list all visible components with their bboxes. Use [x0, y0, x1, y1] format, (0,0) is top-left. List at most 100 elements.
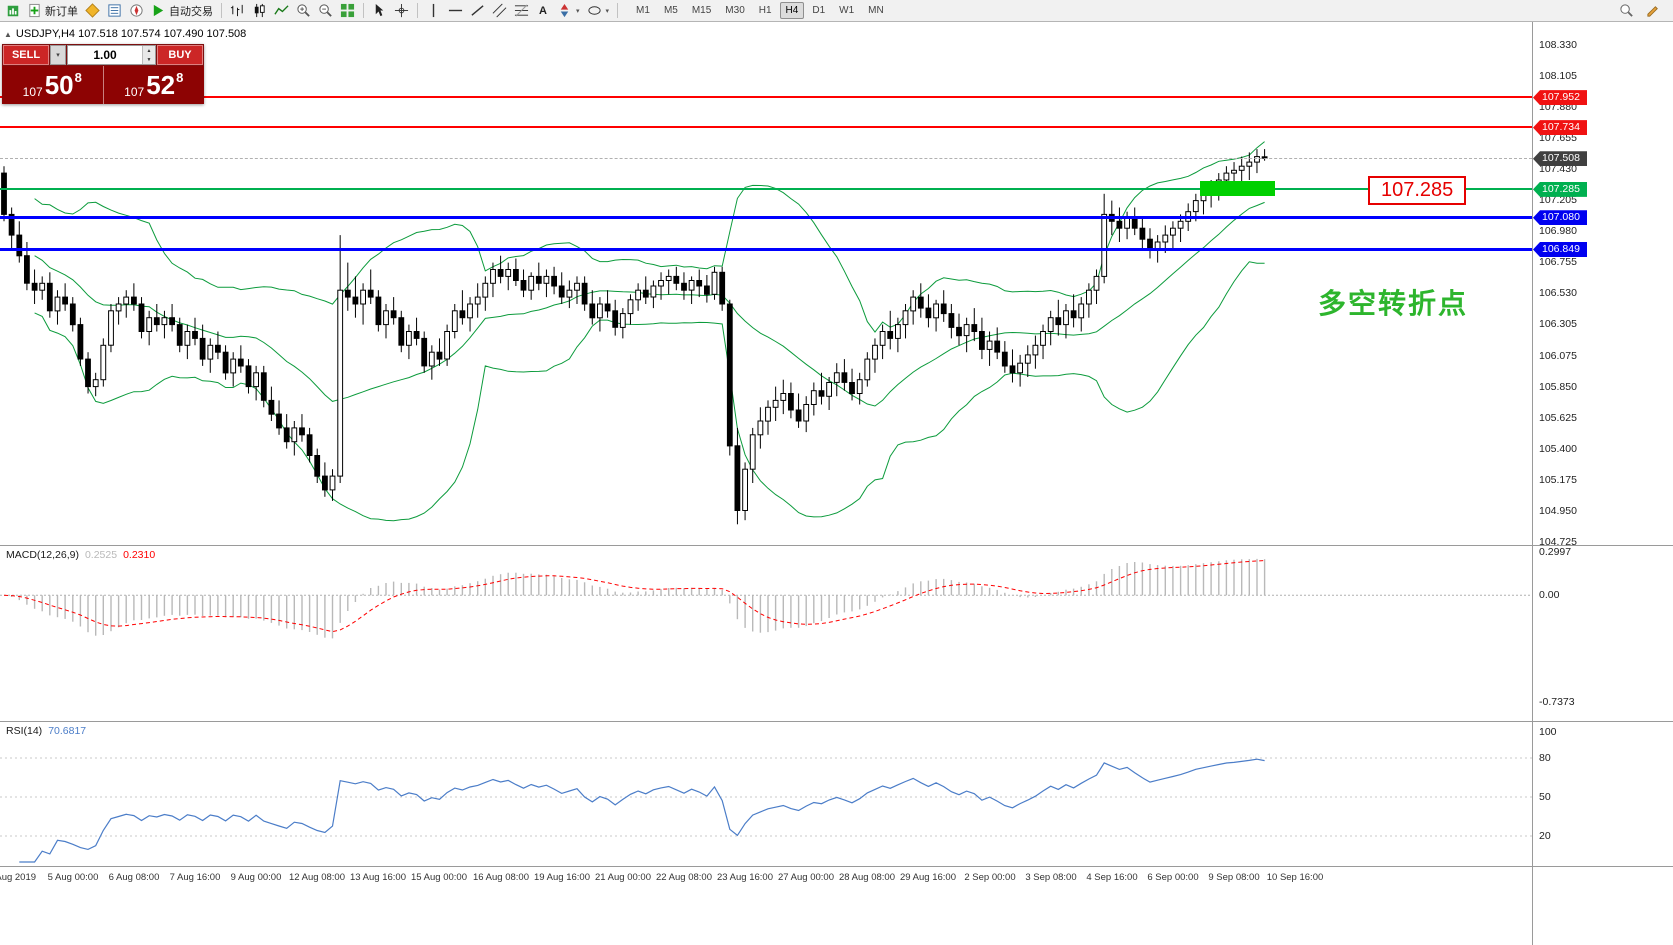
bollinger-band	[34, 201, 1265, 407]
vertical-line-tool[interactable]	[423, 1, 444, 21]
fibonacci-icon	[514, 4, 529, 17]
time-axis-label: 16 Aug 08:00	[473, 872, 529, 883]
toolbar-separator	[363, 3, 364, 18]
search-button[interactable]	[1616, 1, 1637, 21]
rsi-name: RSI(14)	[6, 725, 43, 737]
price-axis-label: 105.400	[1539, 442, 1577, 455]
time-axis-label: 12 Aug 08:00	[289, 872, 345, 883]
symbol-info: ▲ USDJPY,H4 107.518 107.574 107.490 107.5…	[4, 28, 246, 40]
timeframe-H4[interactable]: H4	[779, 2, 805, 19]
arrows-icon	[560, 3, 569, 18]
timeframe-M15[interactable]: M15	[691, 5, 712, 16]
new-order-button[interactable]: 新订单	[24, 1, 81, 21]
zoom-out-button[interactable]	[315, 1, 336, 21]
timeframe-M30[interactable]: M30	[725, 5, 745, 16]
price-axis-label: 108.330	[1539, 39, 1577, 51]
symbol-ohlc-text: USDJPY,H4 107.518 107.574 107.490 107.50…	[15, 28, 247, 40]
terminal-button[interactable]	[3, 1, 23, 21]
fibonacci-tool[interactable]	[511, 1, 532, 21]
price-tag-107.080: 107.080	[1533, 210, 1587, 226]
timeframe-D1[interactable]: D1	[812, 5, 826, 16]
price-line-107.734[interactable]	[0, 126, 1532, 129]
pane-separator[interactable]	[0, 545, 1673, 546]
highlight-rectangle[interactable]	[1200, 181, 1275, 196]
bar-chart-button[interactable]	[227, 1, 248, 21]
volume-field: ▲ ▼	[67, 45, 156, 65]
pane-separator[interactable]	[0, 721, 1673, 722]
one-click-trading-panel: SELL ▾ ▲ ▼ BUY 107 50 8 107 52 8	[2, 44, 204, 104]
time-axis-label: 3 Sep 08:00	[1025, 872, 1077, 883]
timeframe-M1[interactable]: M1	[636, 5, 650, 16]
main-chart-pane[interactable]: ▲ USDJPY,H4 107.518 107.574 107.490 107.5…	[0, 22, 1532, 545]
rsi-pane[interactable]: RSI(14) 70.6817	[0, 722, 1532, 866]
buy-price-sup: 8	[176, 70, 184, 85]
macd-pane[interactable]: MACD(12,26,9) 0.2525 0.2310	[0, 546, 1532, 721]
vertical-line-icon	[432, 3, 435, 18]
timeframe-toolbar: M1 M5 M15 M30 H1 H4 D1 W1 MN	[629, 2, 891, 19]
timeframe-W1[interactable]: W1	[839, 5, 855, 16]
dropdown-caret-icon: ▾	[576, 7, 580, 15]
trendline-icon	[471, 5, 484, 16]
time-axis-label: 4 Sep 16:00	[1086, 872, 1138, 883]
buy-button[interactable]: BUY	[157, 45, 203, 65]
toolbar-separator	[417, 3, 418, 18]
toolbar-separator	[617, 3, 619, 18]
channel-tool[interactable]	[489, 1, 510, 21]
level-callout-label[interactable]: 107.285	[1368, 176, 1467, 205]
timeframe-MN[interactable]: MN	[868, 5, 884, 16]
buy-price-display[interactable]: 107 52 8	[102, 66, 205, 104]
tile-windows-button[interactable]	[337, 1, 358, 21]
time-axis-label: 9 Aug 00:00	[230, 872, 282, 883]
order-type-dropdown[interactable]: ▾	[50, 45, 66, 65]
bollinger-band	[34, 261, 1265, 522]
navigator-button[interactable]	[126, 1, 147, 21]
macd-label: MACD(12,26,9) 0.2525 0.2310	[6, 549, 155, 561]
price-line-107.952[interactable]	[0, 96, 1532, 99]
price-line-107.285[interactable]	[0, 187, 1532, 190]
zoom-in-button[interactable]	[293, 1, 314, 21]
market-watch-icon	[85, 3, 100, 18]
candlestick-chart[interactable]	[0, 22, 1532, 545]
timeframe-H1[interactable]: H1	[758, 5, 772, 16]
shapes-tool[interactable]: ▾	[584, 1, 613, 21]
pane-separator[interactable]	[0, 866, 1673, 867]
sell-price-display[interactable]: 107 50 8	[2, 66, 103, 104]
price-axis-label: 106.980	[1539, 225, 1577, 237]
time-axis-label: 28 Aug 08:00	[839, 872, 895, 883]
spinner-down-icon[interactable]: ▼	[143, 55, 155, 64]
price-line-107.508[interactable]	[0, 157, 1532, 159]
price-line-107.08[interactable]	[0, 215, 1532, 219]
text-tool-icon: A	[539, 4, 547, 17]
spinner-up-icon[interactable]: ▲	[143, 46, 155, 55]
price-axis-label: 105.175	[1539, 473, 1577, 486]
volume-input[interactable]	[68, 46, 142, 64]
data-window-icon	[108, 4, 121, 17]
candles	[1, 149, 1268, 525]
oct-collapse-icon[interactable]: ▲	[4, 30, 12, 39]
toolbar-right-group	[1616, 1, 1670, 21]
horizontal-line-tool[interactable]	[445, 1, 466, 21]
time-axis-label: 7 Aug 16:00	[169, 872, 221, 883]
market-watch-button[interactable]	[82, 1, 103, 21]
arrows-tool[interactable]: ▾	[554, 1, 583, 21]
rsi-chart[interactable]	[0, 722, 1532, 866]
line-chart-button[interactable]	[271, 1, 292, 21]
sell-price-big: 50	[44, 70, 74, 100]
text-tool[interactable]: A	[533, 1, 553, 21]
candlestick-icon	[254, 3, 265, 18]
crosshair-button[interactable]	[391, 1, 412, 21]
autotrading-button[interactable]: 自动交易	[148, 1, 216, 21]
data-window-button[interactable]	[104, 1, 125, 21]
price-line-106.849[interactable]	[0, 247, 1532, 251]
chart-note-text[interactable]: 多空转折点	[1318, 288, 1469, 319]
price-tag-106.849: 106.849	[1533, 242, 1587, 257]
compose-button[interactable]	[1643, 1, 1664, 21]
timeframe-M5[interactable]: M5	[663, 5, 678, 16]
cursor-button[interactable]	[369, 1, 390, 21]
macd-chart[interactable]	[0, 546, 1532, 721]
candlestick-chart-button[interactable]	[249, 1, 270, 21]
sell-button[interactable]: SELL	[3, 45, 49, 65]
rsi-value: 70.6817	[48, 725, 87, 737]
time-scale[interactable]: 1 Aug 2019 5 Aug 00:00 6 Aug 08:00 7 Aug 16…	[0, 867, 1532, 945]
price-scale[interactable]: 108.330 108.105 107.880 107.655 107.430 107.2…	[1532, 22, 1673, 945]
